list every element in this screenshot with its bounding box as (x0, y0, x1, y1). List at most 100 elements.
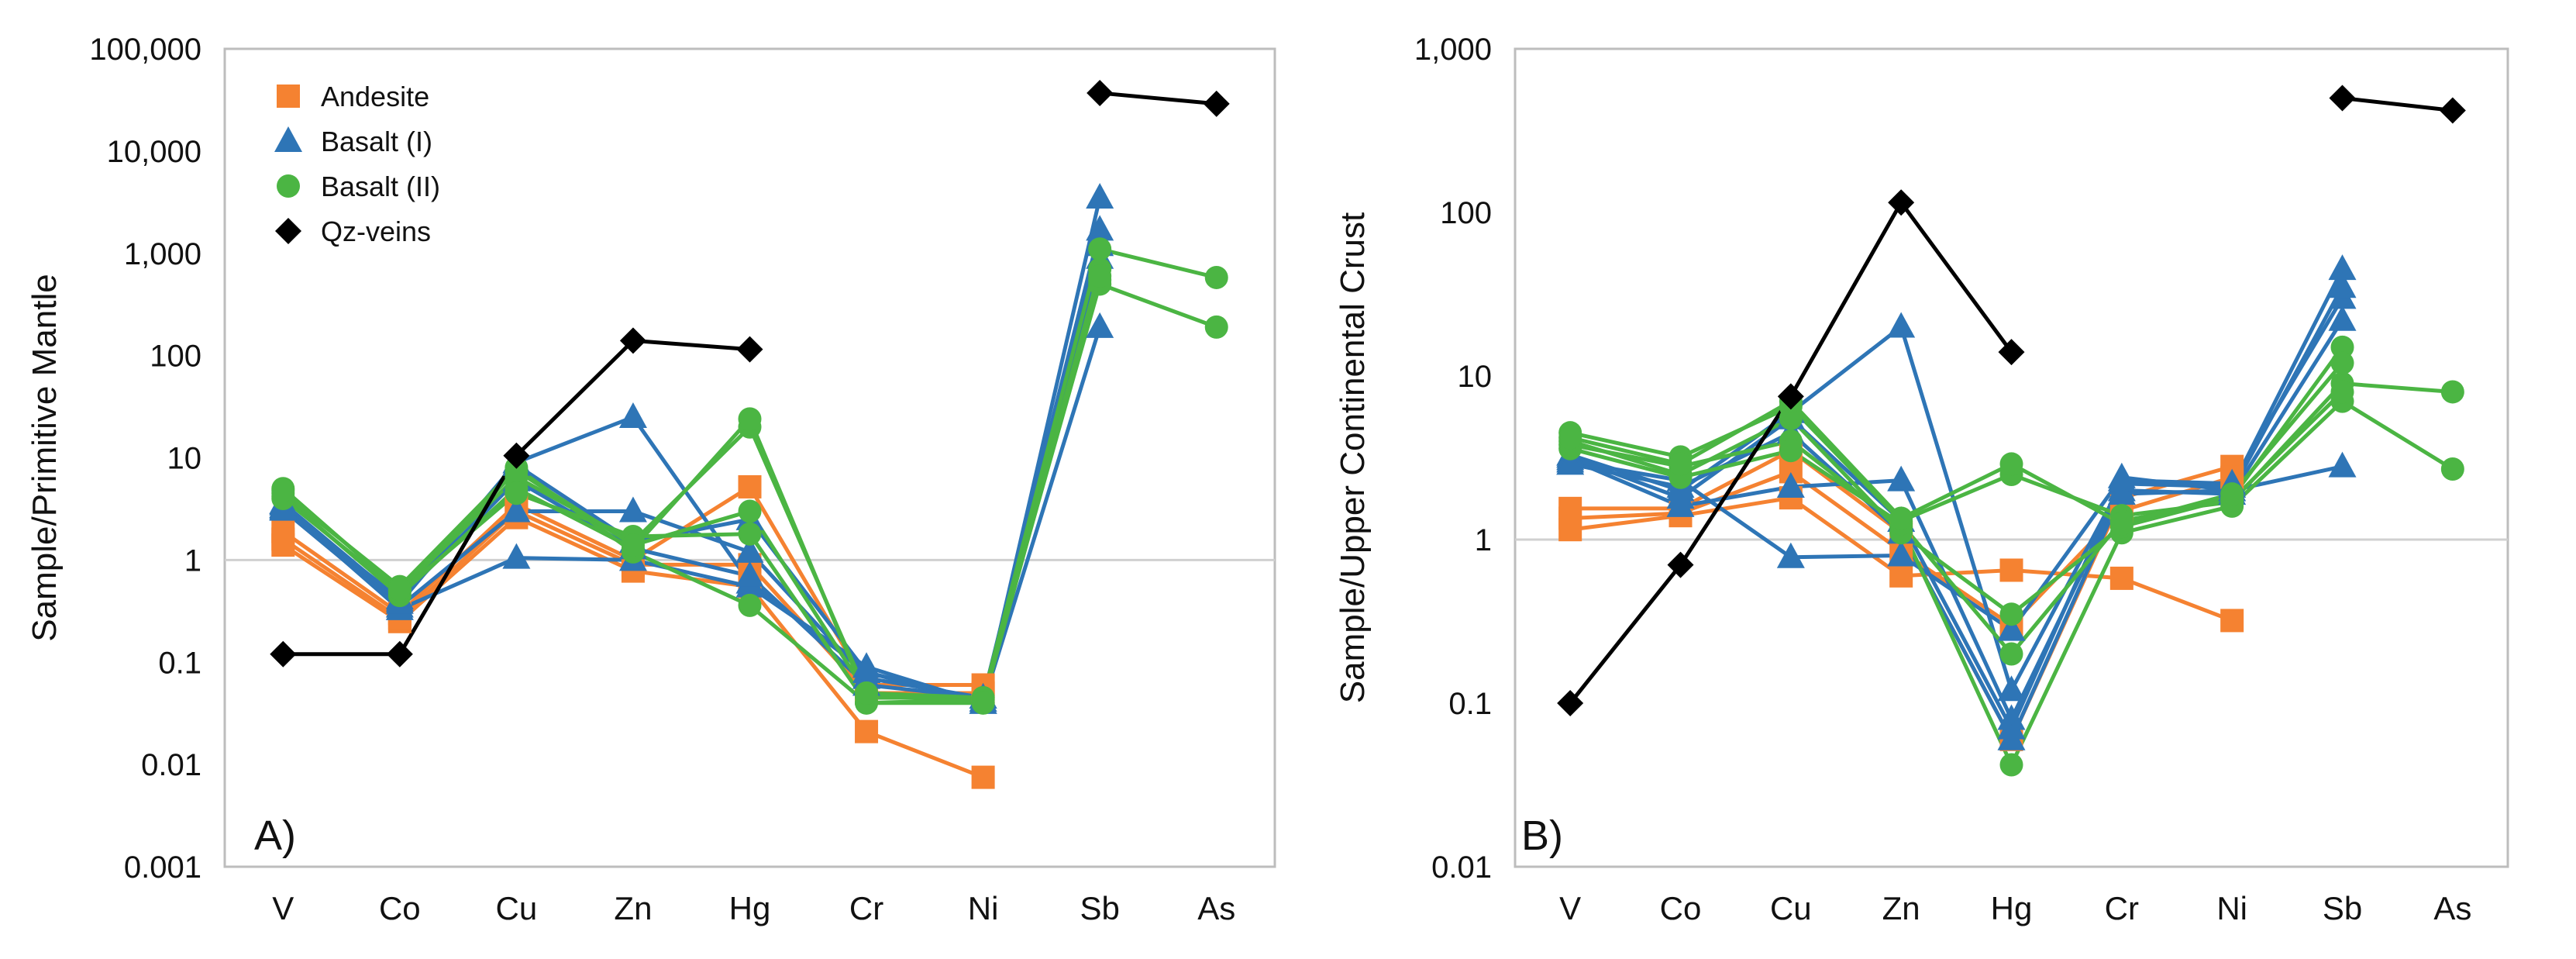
data-point (2107, 479, 2136, 505)
data-point (1887, 540, 1916, 567)
legend-marker (277, 85, 300, 108)
legend-marker (277, 174, 300, 198)
y-tick-label: 0.01 (141, 748, 201, 782)
x-tick-label: Co (379, 890, 421, 926)
data-point (1997, 675, 2026, 702)
data-point (738, 522, 762, 546)
y-tick-label: 100 (1440, 196, 1492, 230)
data-point (2220, 482, 2244, 506)
data-point (386, 640, 413, 668)
legend-marker (274, 126, 302, 152)
data-point (736, 336, 763, 363)
data-point (855, 681, 879, 705)
x-tick-label: Sb (1080, 890, 1119, 926)
series-markers (1556, 85, 2466, 777)
data-point (502, 496, 531, 523)
data-point (1088, 264, 1112, 288)
data-point (1558, 426, 1582, 450)
panel-label: B) (1521, 812, 1563, 859)
y-tick-label: 100,000 (89, 33, 201, 67)
data-point (1558, 506, 1582, 530)
data-point (1086, 215, 1114, 241)
data-point (1889, 564, 1913, 588)
data-point (1888, 189, 1915, 216)
data-point (2330, 351, 2354, 375)
data-point (855, 719, 879, 743)
series-line (1569, 286, 2344, 742)
data-point (738, 593, 762, 617)
data-point (1999, 753, 2023, 777)
data-point (1997, 724, 2026, 750)
series-line (281, 275, 1102, 705)
data-point (502, 543, 531, 569)
y-tick-label: 10 (167, 442, 202, 476)
data-point (2328, 451, 2357, 478)
data-point (2107, 465, 2136, 492)
y-tick-label: 10 (1458, 360, 1493, 394)
data-point (735, 561, 764, 587)
data-point (971, 765, 995, 789)
data-point (1998, 339, 2025, 366)
series-line (2342, 96, 2454, 112)
legend-label: Basalt (II) (321, 171, 440, 202)
y-axis-title: Sample/Primitive Mantle (26, 274, 64, 641)
data-point (1999, 602, 2023, 626)
data-point (271, 478, 295, 502)
data-point (1889, 506, 1913, 530)
x-tick-label: Hg (1991, 890, 2033, 926)
data-point (1776, 542, 1805, 568)
y-tick-label: 1 (184, 543, 201, 578)
plot-area-border (1514, 47, 2509, 868)
series-markers (269, 79, 1230, 789)
data-point (1204, 315, 1228, 339)
data-point (1086, 183, 1114, 209)
data-point (621, 533, 645, 557)
data-point (1669, 452, 1693, 476)
series-line (1099, 91, 1217, 106)
data-point (2439, 97, 2466, 124)
x-tick-label: As (2433, 890, 2471, 926)
data-point (618, 496, 647, 523)
legend-label: Basalt (I) (321, 126, 432, 157)
data-point (735, 536, 764, 563)
y-tick-label: 1,000 (124, 237, 201, 271)
data-point (1556, 449, 1585, 475)
data-point (971, 691, 995, 715)
data-point (2328, 305, 2357, 331)
x-tick-label: Cr (849, 890, 883, 926)
series-line (1569, 361, 2344, 526)
data-point (738, 407, 762, 431)
legend-label: Qz-veins (321, 216, 431, 247)
x-tick-label: Cu (496, 890, 538, 926)
data-point (2440, 380, 2464, 404)
legend-marker (275, 218, 301, 244)
data-point (1779, 406, 1803, 430)
y-tick-label: 0.001 (124, 850, 201, 885)
series-line (1569, 390, 2344, 656)
panel-label: A) (254, 812, 296, 859)
x-tick-label: Cu (1770, 890, 1812, 926)
data-point (1999, 558, 2023, 582)
data-point (619, 327, 646, 354)
data-point (1999, 452, 2023, 476)
x-tick-label: Ni (2216, 890, 2247, 926)
data-point (270, 640, 297, 668)
series-line (1569, 297, 2344, 731)
x-tick-label: V (272, 890, 294, 926)
data-point (2109, 566, 2133, 590)
data-point (618, 402, 647, 429)
data-point (1887, 465, 1916, 492)
data-point (1087, 79, 1114, 106)
x-tick-label: V (1559, 890, 1581, 926)
data-point (1999, 642, 2023, 666)
x-tick-label: Co (1660, 890, 1702, 926)
x-tick-label: Cr (2105, 890, 2139, 926)
legend-label: Andesite (321, 81, 429, 112)
y-tick-label: 0.1 (158, 646, 201, 680)
data-point (2328, 272, 2357, 298)
panel-b: 0.01 0.1 1 10 100 1,000 V Co Cu Zn Hg Cr Ni Sb As Sampl… (1334, 33, 2509, 926)
x-tick-label: Zn (1882, 890, 1920, 926)
data-point (1557, 690, 1584, 716)
data-point (2330, 380, 2354, 404)
